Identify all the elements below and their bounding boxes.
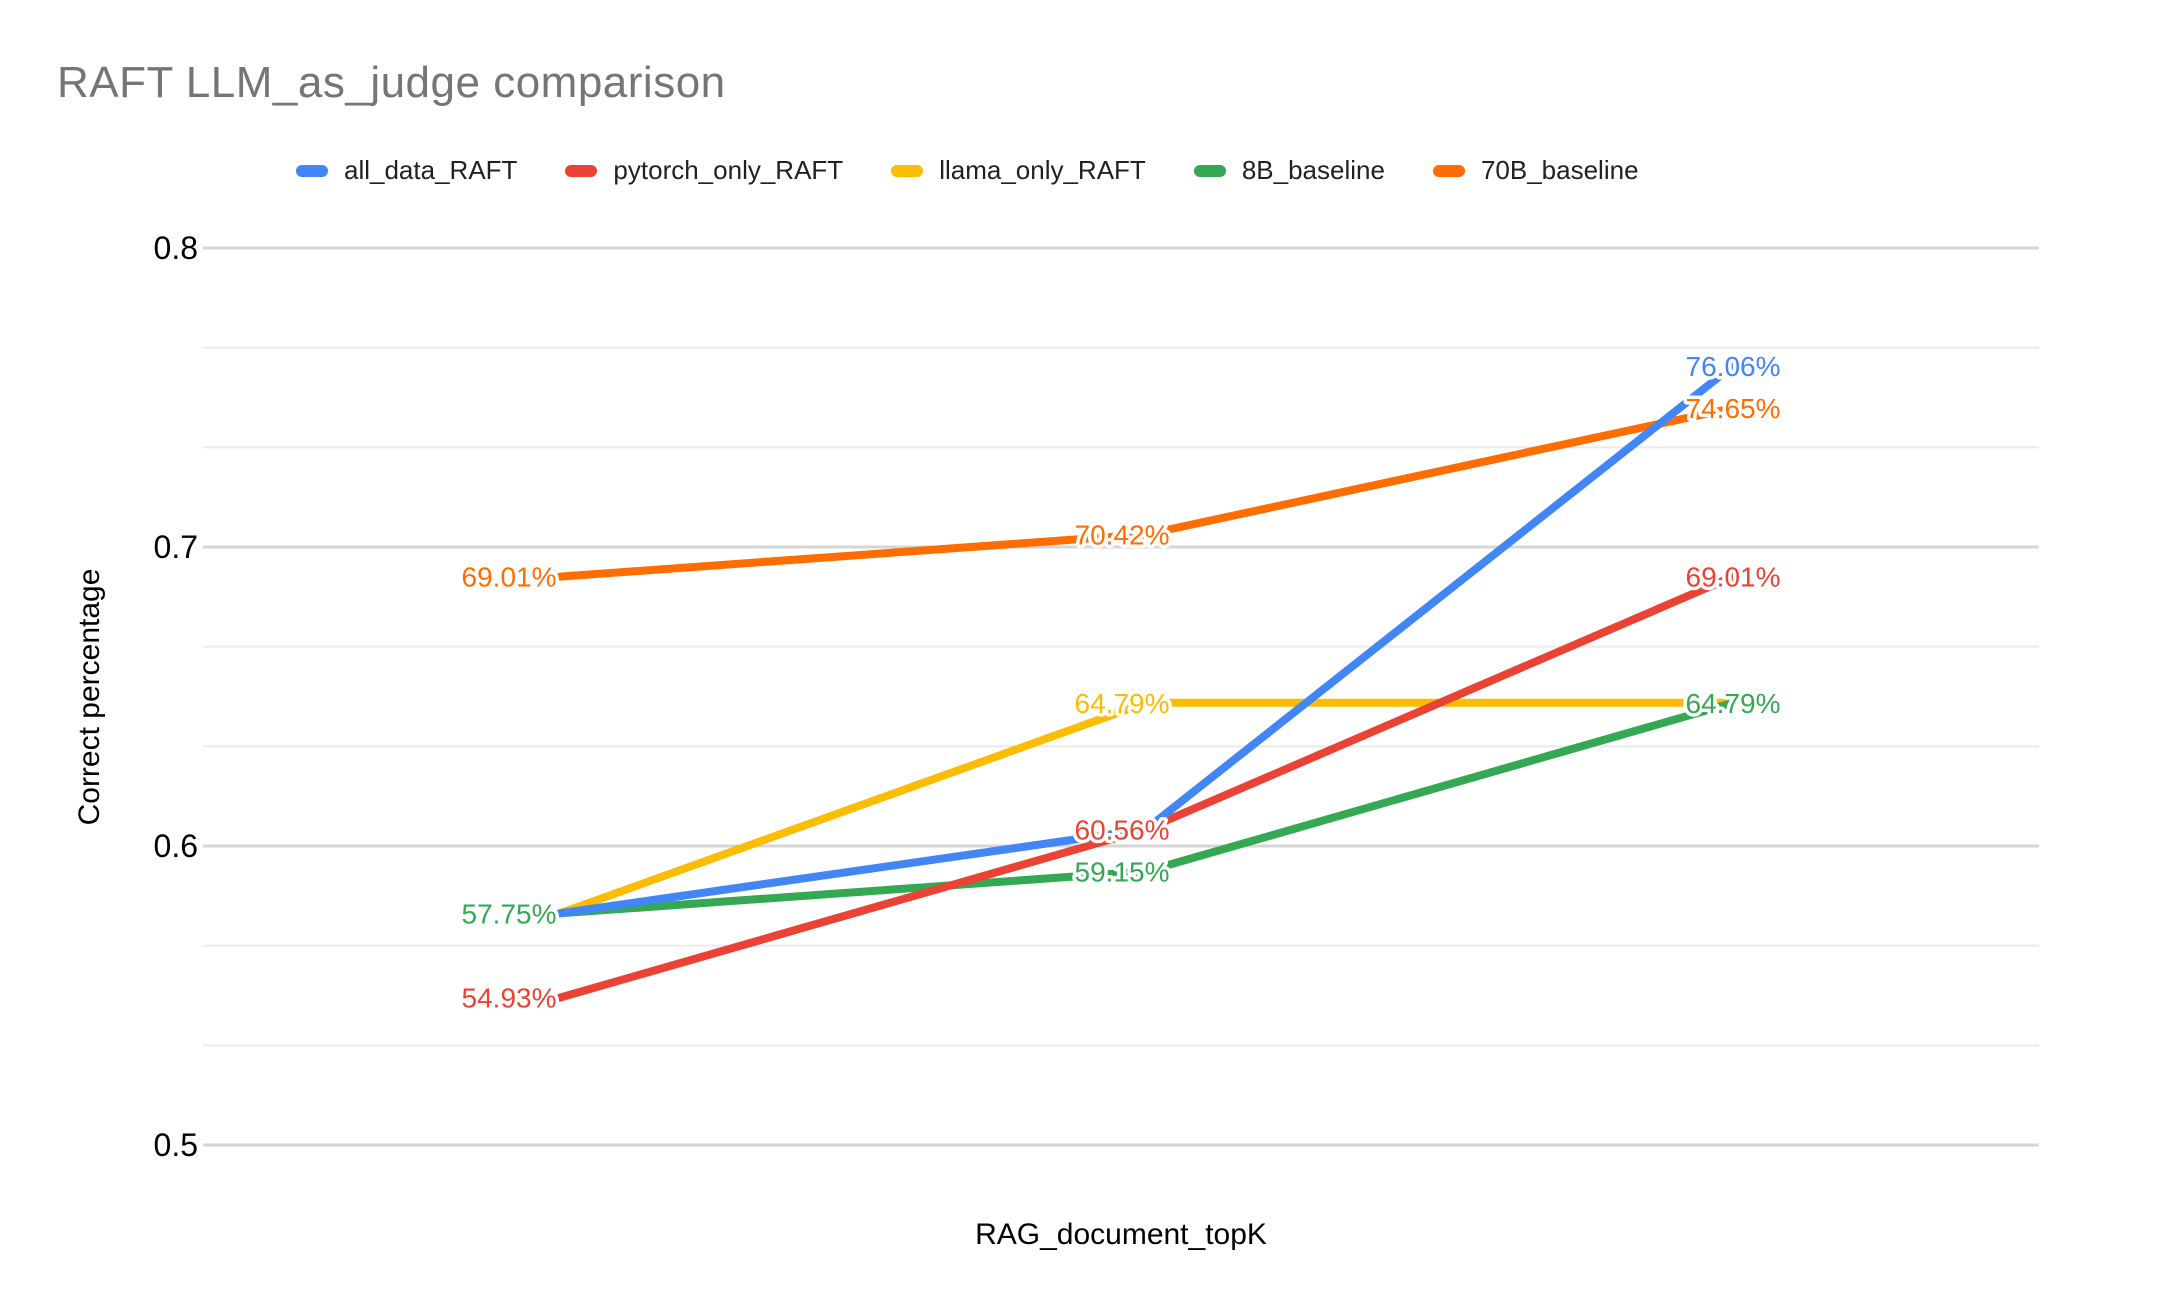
series-line-pytorch_only_RAFT: [556, 572, 1737, 1002]
legend-label: llama_only_RAFT: [939, 155, 1146, 185]
legend-swatch-icon: [296, 164, 328, 177]
data-label-8B_baseline: 64.79%: [1686, 688, 1781, 719]
data-label-8B_baseline: 59.15%: [1075, 856, 1170, 887]
legend-item-pytorch_only_RAFT: pytorch_only_RAFT: [565, 155, 843, 186]
legend-swatch-icon: [1432, 164, 1465, 177]
legend-swatch-icon: [565, 164, 598, 177]
data-label-70B_baseline: 69.01%: [462, 562, 557, 593]
data-label-pytorch_only_RAFT: 54.93%: [462, 983, 557, 1014]
data-label-8B_baseline: 57.75%: [462, 898, 557, 929]
legend-swatch-icon: [891, 164, 924, 177]
y-tick-label: 0.7: [154, 529, 198, 565]
data-label-70B_baseline: 74.65%: [1686, 393, 1781, 424]
data-label-70B_baseline: 70.42%: [1075, 519, 1170, 550]
data-label-pytorch_only_RAFT: 60.56%: [1075, 814, 1170, 845]
legend-item-all_data_RAFT: all_data_RAFT: [296, 155, 517, 186]
data-label-all_data_RAFT: 76.06%: [1686, 351, 1781, 382]
legend-item-llama_only_RAFT: llama_only_RAFT: [891, 155, 1146, 186]
y-tick-label: 0.6: [154, 828, 198, 864]
legend-label: 8B_baseline: [1241, 155, 1385, 185]
data-label-llama_only_RAFT: 64.79%: [1075, 688, 1170, 719]
series-line-llama_only_RAFT: [556, 698, 1737, 918]
legend-label: 70B_baseline: [1480, 155, 1639, 185]
series-line-8B_baseline: [556, 698, 1737, 918]
y-axis-title: Correct percentage: [73, 568, 106, 826]
y-tick-label: 0.5: [154, 1127, 198, 1163]
legend-item-8B_baseline: 8B_baseline: [1193, 155, 1385, 186]
legend-swatch-icon: [1193, 164, 1226, 177]
chart-title: RAFT LLM_as_judge comparison: [57, 58, 726, 107]
legend-label: all_data_RAFT: [344, 155, 518, 185]
data-label-pytorch_only_RAFT: 69.01%: [1686, 562, 1781, 593]
legend-label: pytorch_only_RAFT: [613, 155, 844, 185]
legend: all_data_RAFT pytorch_only_RAFT llama_only…: [296, 155, 1639, 186]
series-line-all_data_RAFT: [556, 361, 1737, 918]
legend-item-70B_baseline: 70B_baseline: [1432, 155, 1639, 186]
y-tick-label: 0.8: [154, 230, 198, 266]
x-axis-title: RAG_document_topK: [975, 1218, 1267, 1251]
series-line-70B_baseline: [556, 404, 1737, 581]
